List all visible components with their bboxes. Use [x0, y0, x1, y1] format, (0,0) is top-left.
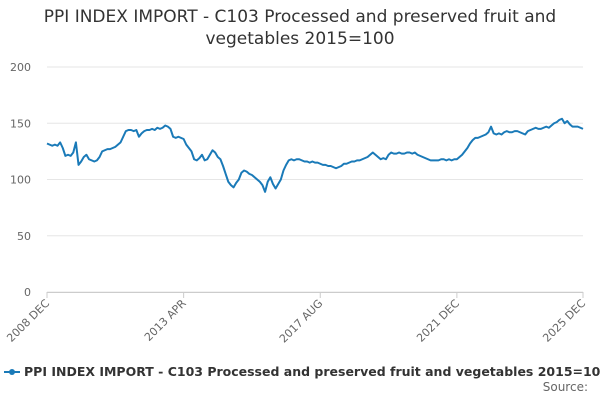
- x-tick-label: 2017 AUG: [277, 297, 326, 346]
- y-tick-label: 200: [10, 61, 31, 74]
- chart-title: PPI INDEX IMPORT - C103 Processed and pr…: [43, 7, 557, 49]
- x-tick-label: 2025 DEC: [540, 297, 588, 345]
- legend-label: PPI INDEX IMPORT - C103 Processed and pr…: [24, 364, 600, 379]
- x-tick-label: 2013 APR: [142, 297, 189, 344]
- source: Source:: [543, 380, 588, 394]
- y-tick-label: 50: [17, 230, 31, 243]
- legend-marker: [9, 369, 15, 375]
- x-tick-label: 2021 DEC: [414, 297, 462, 345]
- series-line: [46, 117, 584, 193]
- y-tick-label: 0: [24, 286, 31, 299]
- y-tick-label: 100: [10, 174, 31, 187]
- x-tick-label: 2008 DEC: [4, 297, 52, 345]
- y-tick-label: 150: [10, 117, 31, 130]
